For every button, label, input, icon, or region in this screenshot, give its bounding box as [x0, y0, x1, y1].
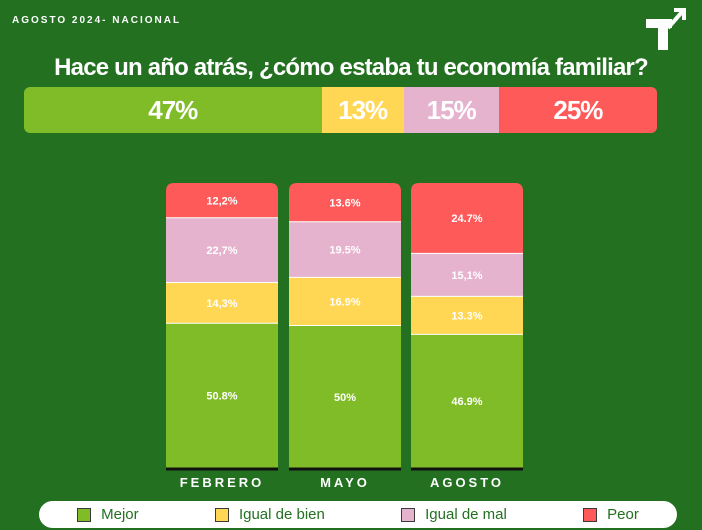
chart-title: Hace un año atrás, ¿cómo estaba tu econo… — [54, 54, 649, 81]
data-label: 13.3% — [451, 310, 482, 322]
data-label: 14,3% — [206, 298, 237, 310]
bar-segment — [289, 325, 401, 468]
summary-segment-label: 15% — [426, 94, 477, 125]
data-label: 46.9% — [451, 396, 482, 408]
bar-segment — [166, 183, 278, 218]
stacked-bar-chart: 50.8% 14,3% 22,7% 12,2% FEBRERO 50% 16.9% 19.5%… — [166, 183, 523, 490]
bar-segment — [166, 282, 278, 324]
legend-swatch — [77, 507, 92, 522]
legend-label: Peor — [607, 506, 639, 523]
stacked-bar — [289, 183, 401, 468]
legend-swatch — [214, 507, 229, 522]
legend-label: Mejor — [101, 506, 139, 523]
legend-swatch — [401, 507, 416, 522]
summary-segment: 13% — [321, 87, 404, 133]
legend-item: Mejor — [77, 506, 139, 523]
legend-item: Peor — [583, 506, 639, 523]
stacked-bar — [411, 183, 523, 468]
legend-item: Igual de bien — [214, 506, 325, 523]
bar-segment — [411, 296, 523, 335]
legend-label: Igual de bien — [238, 506, 325, 523]
data-label: 19.5% — [329, 245, 360, 257]
bar-segment — [411, 183, 523, 254]
bar-segment — [166, 323, 278, 468]
summary-segment-label: 13% — [338, 94, 388, 125]
summary-segment: 47% — [24, 87, 322, 133]
brand-logo-icon — [646, 8, 686, 50]
legend-item: Igual de mal — [401, 506, 507, 523]
summary-bar: 47% 13% 15% 25% — [24, 87, 657, 133]
category-label: AGOSTO — [430, 475, 504, 490]
data-label: 15,1% — [451, 270, 482, 282]
bar-segment — [411, 334, 523, 468]
legend-label: Igual de mal — [425, 506, 507, 523]
data-label: 16.9% — [329, 296, 360, 308]
data-label: 24.7% — [451, 213, 482, 225]
legend: Mejor Igual de bien Igual de mal Peor — [39, 501, 677, 528]
bar-segment — [411, 253, 523, 297]
bar-segment — [289, 277, 401, 326]
summary-segment-label: 25% — [553, 94, 603, 125]
data-label: 50.8% — [206, 391, 237, 403]
summary-segment: 25% — [498, 87, 657, 133]
data-label: 50% — [334, 392, 356, 404]
data-label: 22,7% — [206, 245, 237, 257]
summary-segment: 15% — [403, 87, 499, 133]
data-label: 13.6% — [329, 197, 360, 209]
bar-segment — [166, 217, 278, 283]
category-label: FEBRERO — [180, 475, 265, 490]
bar-segment — [289, 183, 401, 222]
legend-swatch — [583, 507, 598, 522]
summary-segment-label: 47% — [148, 94, 198, 125]
stacked-bar — [166, 183, 278, 468]
bar-segment — [289, 221, 401, 278]
report-tag: AGOSTO 2024- NACIONAL — [12, 15, 182, 26]
data-label: 12,2% — [206, 195, 237, 207]
category-label: MAYO — [320, 475, 370, 490]
